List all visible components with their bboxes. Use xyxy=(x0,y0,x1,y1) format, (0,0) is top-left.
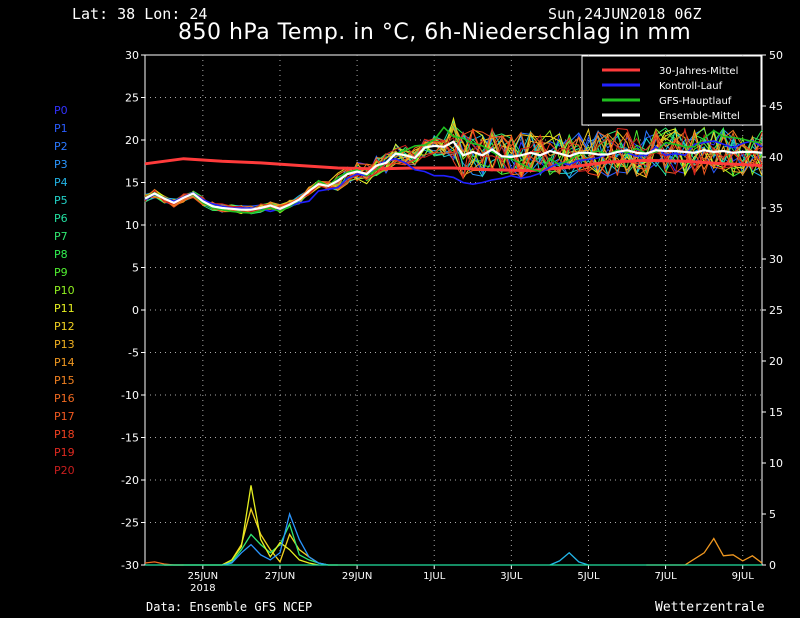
member-label: P2 xyxy=(54,140,68,153)
plot-frame xyxy=(144,54,763,566)
x-tick-label: 7JUL xyxy=(654,571,677,582)
y-tick-label: 20 xyxy=(125,134,139,147)
member-label: P9 xyxy=(54,266,68,279)
y2-tick-label: 0 xyxy=(769,559,776,572)
x-tick-label: 1JUL xyxy=(423,571,446,582)
y2-tick-label: 5 xyxy=(769,508,776,521)
y2-tick-label: 15 xyxy=(769,406,783,419)
y-tick-label: 5 xyxy=(132,262,139,275)
member-label: P1 xyxy=(54,122,68,135)
y-tick-label: -5 xyxy=(128,347,139,360)
member-label: P12 xyxy=(54,320,75,333)
member-label: P13 xyxy=(54,338,75,351)
member-label: P11 xyxy=(54,302,75,315)
x-tick-label: 29JUN xyxy=(342,571,372,582)
legend-label: Ensemble-Mittel xyxy=(659,111,740,122)
brand-label: Wetterzentrale xyxy=(655,600,765,615)
member-label: P3 xyxy=(54,158,68,171)
member-label: P14 xyxy=(54,356,75,369)
member-label: P15 xyxy=(54,374,75,387)
y-tick-label: 30 xyxy=(125,49,139,62)
y-tick-label: -30 xyxy=(121,559,139,572)
chart-title: 850 hPa Temp. in °C, 6h-Niederschlag in … xyxy=(178,20,692,45)
chart-legend: 30-Jahres-Mittel Kontroll-Lauf GFS-Hauptla… xyxy=(581,55,762,126)
series-line xyxy=(144,140,763,211)
x-tick-label: 5JUL xyxy=(577,571,600,582)
legend-label: Kontroll-Lauf xyxy=(659,81,723,92)
member-label: P16 xyxy=(54,392,75,405)
member-line xyxy=(144,130,763,213)
y-tick-label: 10 xyxy=(125,219,139,232)
data-source-label: Data: Ensemble GFS NCEP xyxy=(146,600,313,614)
member-label: P8 xyxy=(54,248,68,261)
precipitation-lines xyxy=(144,485,763,566)
member-label: P20 xyxy=(54,464,75,477)
member-label: P4 xyxy=(54,176,68,189)
x-tick-label: 27JUN xyxy=(265,571,295,582)
precip-line xyxy=(221,511,329,566)
y2-tick-label: 40 xyxy=(769,151,783,164)
y2-tick-label: 25 xyxy=(769,304,783,317)
main-series-lines xyxy=(144,126,763,214)
y-tick-label: -15 xyxy=(121,432,139,445)
x-tick-label: 25JUN xyxy=(188,571,218,582)
y-tick-label: -10 xyxy=(121,389,139,402)
y-tick-label: -20 xyxy=(121,474,139,487)
location-label: Lat: 38 Lon: 24 xyxy=(72,5,208,23)
series-line xyxy=(144,126,763,214)
x-tick-label: 3JUL xyxy=(500,571,523,582)
legend-label: GFS-Hauptlauf xyxy=(659,96,732,107)
chart-grid xyxy=(144,54,763,566)
x-tick-label: 9JUL xyxy=(732,571,755,582)
member-label: P18 xyxy=(54,428,75,441)
member-label: P17 xyxy=(54,410,75,423)
y2-tick-label: 50 xyxy=(769,49,783,62)
y-tick-label: -25 xyxy=(121,517,139,530)
member-label: P6 xyxy=(54,212,68,225)
series-line xyxy=(144,157,763,173)
member-label: P19 xyxy=(54,446,75,459)
x-tick-year: 2018 xyxy=(190,583,215,594)
run-datestamp: Sun,24JUN2018 06Z xyxy=(548,5,702,23)
y-tick-label: 15 xyxy=(125,177,139,190)
precip-line xyxy=(549,551,589,566)
y2-tick-label: 30 xyxy=(769,253,783,266)
y-tick-label: 25 xyxy=(125,92,139,105)
y2-tick-label: 35 xyxy=(769,202,783,215)
left-y-axis: 30 25 20 15 10 5 0 -5 -10 -15 -20 -25 -30 xyxy=(121,49,145,572)
y2-tick-label: 20 xyxy=(769,355,783,368)
legend-label: 30-Jahres-Mittel xyxy=(659,66,738,77)
member-label: P7 xyxy=(54,230,68,243)
y2-tick-label: 45 xyxy=(769,100,783,113)
member-label: P10 xyxy=(54,284,75,297)
precip-line xyxy=(221,485,319,566)
member-label: P5 xyxy=(54,194,68,207)
ensemble-member-legend: P0 P1 P2 P3 P4 P5 P6 P7 P8 P9 P10 P11 P12 P13 P14 P15 P1… xyxy=(54,102,75,480)
y-tick-label: 0 xyxy=(132,304,139,317)
member-label: P0 xyxy=(54,104,68,117)
y2-tick-label: 10 xyxy=(769,457,783,470)
